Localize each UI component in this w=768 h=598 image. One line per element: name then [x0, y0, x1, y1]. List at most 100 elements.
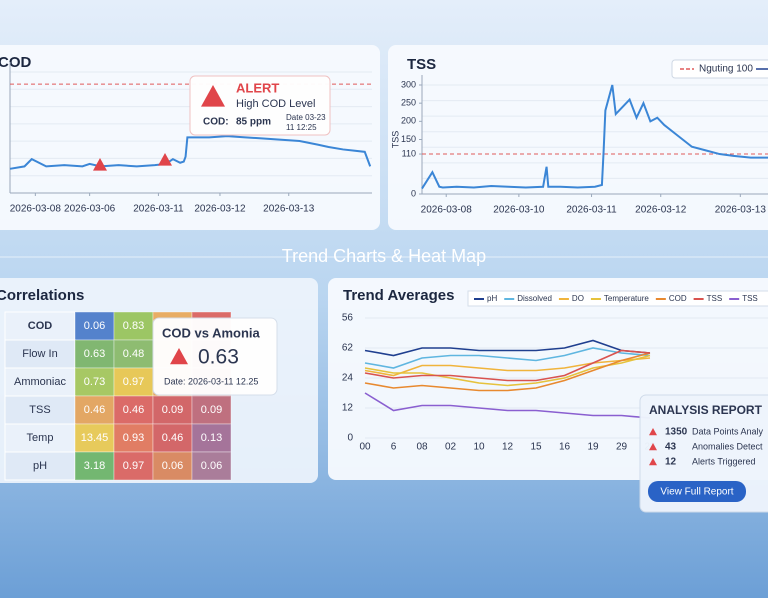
data-line — [364, 357, 651, 377]
x-tick-label: 12 — [502, 442, 514, 453]
popup-date: Date: 2026-03-11 12.25 — [164, 376, 258, 386]
cell-value: 13.45 — [81, 432, 109, 444]
x-tick-label: 08 — [416, 442, 428, 453]
cell-value: 0.48 — [123, 348, 144, 360]
row-label-cell — [4, 339, 76, 369]
data-line — [364, 392, 651, 419]
heat-cell — [74, 367, 115, 397]
report-count: 12 — [665, 457, 677, 468]
x-tick-label: 2026-03-13 — [715, 205, 767, 216]
data-line — [9, 135, 372, 170]
alert-icon — [201, 85, 225, 107]
chart-title: Trend Averages — [343, 287, 454, 304]
y-tick-label: 0 — [347, 433, 353, 444]
x-tick-label: 16 — [559, 442, 571, 453]
cell-value: 0.97 — [123, 376, 144, 388]
row-label: COD — [28, 320, 53, 332]
cell-value: 0.09 — [162, 404, 183, 416]
cell-value: 0.63 — [84, 348, 105, 360]
alert-icon — [158, 153, 172, 166]
row-label-cell — [4, 451, 76, 481]
banner: Trend Charts & Heat Map — [282, 246, 486, 266]
heat-cell — [74, 339, 115, 369]
cell-value: 0.13 — [201, 432, 222, 444]
alert-label: COD: — [203, 117, 229, 128]
y-tick-label: 56 — [342, 313, 354, 324]
x-tick-label: 15 — [530, 442, 542, 453]
cell-value: 0.93 — [123, 432, 144, 444]
x-tick-label: 6 — [391, 442, 397, 453]
x-tick-label: 19 — [587, 442, 599, 453]
y-tick-label: 62 — [342, 343, 354, 354]
x-tick-label: 2026-03-08 — [421, 205, 473, 216]
cell-value: 0.46 — [84, 404, 105, 416]
cell-value: 0.06 — [201, 460, 222, 472]
cell-value: 0.46 — [123, 404, 144, 416]
x-tick-label: 2026-03-11 — [566, 205, 617, 216]
x-tick-label: 2026-03-12 — [635, 205, 687, 216]
x-tick-label: 2026-03-06 — [64, 204, 116, 215]
alert-icon — [93, 158, 107, 171]
legend-box — [467, 290, 768, 307]
legend-label: TSS — [742, 294, 758, 303]
cell-value: 0.97 — [123, 460, 144, 472]
legend-label: DO — [572, 294, 584, 303]
chart-title: Correlations — [0, 287, 84, 304]
x-tick-label: 29 — [616, 442, 628, 453]
cell-value: 0.09 — [201, 404, 222, 416]
report-text: Data Points Analy — [692, 426, 764, 436]
report-count: 1350 — [665, 427, 688, 438]
popup — [152, 317, 278, 396]
alert-time: 11 12:25 — [286, 123, 317, 132]
row-label-cell — [4, 395, 76, 425]
popup-value: 0.63 — [198, 346, 239, 369]
data-line — [364, 349, 651, 382]
alert-icon — [649, 458, 657, 466]
report-button-label[interactable]: View Full Report — [660, 487, 733, 498]
y-tick-label: 0 — [411, 188, 416, 198]
legend-label: pH — [487, 294, 497, 303]
row-label: TSS — [29, 404, 50, 416]
y-tick-label: 200 — [401, 116, 416, 126]
x-tick-label: 2026-03-08 — [10, 204, 62, 215]
alert-value: 85 ppm — [236, 117, 271, 128]
alert-subtitle: High COD Level — [236, 98, 315, 110]
y-tick-label: 250 — [401, 98, 416, 108]
cell-value: 0.73 — [84, 376, 105, 388]
legend-box — [671, 59, 768, 79]
report-text: Anomalies Detect — [692, 441, 763, 451]
x-tick-label: 10 — [473, 442, 485, 453]
heat-cell — [191, 423, 232, 453]
alert-icon — [649, 428, 657, 436]
y-axis-label: TSS — [390, 131, 400, 149]
legend-label: Nguting 100 — [699, 64, 753, 75]
cell-value: 0.06 — [84, 320, 105, 332]
heat-cell — [74, 311, 115, 341]
row-label: Flow In — [22, 348, 57, 360]
y-tick-label: 110 — [402, 148, 416, 158]
alert-title: ALERT — [236, 80, 279, 95]
legend-label: COD — [669, 294, 687, 303]
alert-box — [189, 75, 331, 136]
heat-cell — [152, 451, 193, 481]
heat-cell — [113, 423, 154, 453]
heat-cell — [74, 451, 115, 481]
legend-label: TSS — [707, 294, 723, 303]
report-button[interactable] — [648, 481, 746, 502]
y-tick-label: 12 — [342, 403, 354, 414]
report-text: Alerts Triggered — [692, 456, 756, 466]
row-label: Temp — [27, 432, 54, 444]
alert-icon — [649, 443, 657, 451]
y-tick-label: 24 — [342, 373, 354, 384]
y-tick-label: 300 — [401, 79, 416, 89]
popup-title: COD vs Amonia — [162, 325, 261, 340]
cell-value: 0.06 — [162, 460, 183, 472]
data-line — [421, 84, 768, 190]
report-count: 43 — [665, 442, 677, 453]
alert-date: Date 03-23 — [286, 113, 326, 122]
legend-label: Dissolved — [517, 294, 552, 303]
data-line — [364, 352, 651, 392]
heat-cell — [191, 451, 232, 481]
